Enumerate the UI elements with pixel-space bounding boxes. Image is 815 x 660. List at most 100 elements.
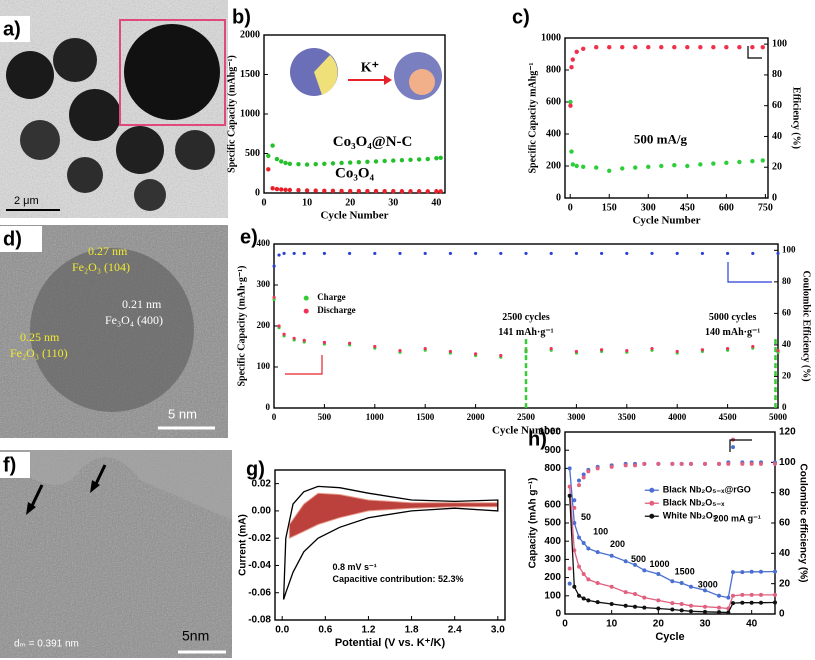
x-tick-label: 2000	[467, 412, 486, 422]
data-point	[642, 461, 647, 466]
data-point	[373, 251, 377, 256]
data-point	[689, 461, 693, 466]
data-point	[574, 49, 579, 55]
data-point	[594, 45, 599, 50]
data-point	[524, 251, 528, 256]
data-point	[292, 336, 296, 340]
data-point	[650, 346, 654, 351]
data-point	[398, 251, 402, 256]
data-point	[760, 158, 765, 163]
y-tick-label: 300	[544, 554, 561, 565]
annotation: 5000 cycles	[709, 312, 757, 323]
data-point	[646, 164, 651, 169]
y-tick-label: 400	[544, 536, 561, 547]
data-point	[581, 475, 586, 480]
data-point	[731, 601, 735, 606]
data-point	[670, 461, 675, 466]
data-point	[670, 607, 675, 612]
y-tick-label: 1000	[539, 427, 562, 438]
data-point	[434, 189, 439, 194]
chart-panel: c)0 150 300 450 600 7500200400600800100002040…	[512, 6, 802, 226]
data-point	[609, 464, 614, 469]
annotation: Co₃O₄@N-C	[333, 134, 413, 150]
data-point	[773, 592, 777, 597]
data-point	[567, 493, 572, 498]
data-point	[322, 161, 327, 166]
data-point	[685, 163, 690, 169]
data-point	[570, 57, 576, 62]
data-point	[740, 570, 745, 575]
data-point	[581, 164, 586, 169]
y2-tick-label: 80	[782, 276, 792, 286]
data-point	[549, 346, 553, 351]
y-tick-label: 200	[544, 572, 561, 583]
axis-arrow	[747, 46, 762, 59]
y-tick-label: 100	[544, 590, 561, 601]
data-point	[750, 45, 755, 50]
data-point	[572, 505, 577, 510]
inset-core	[314, 55, 338, 95]
x-tick-label: 0.0	[275, 625, 289, 636]
annotation: 500	[631, 554, 646, 564]
y-tick-label: 0	[255, 187, 260, 198]
phase-label: Fe₂O₃ (110)	[10, 346, 68, 360]
data-point	[623, 559, 628, 564]
data-point	[434, 156, 439, 161]
x-axis-label: Cycle Number	[632, 215, 700, 227]
scale-bar-label: 5 nm	[168, 406, 197, 421]
data-point	[574, 251, 579, 256]
data-point	[759, 592, 763, 597]
data-point	[672, 163, 677, 168]
data-point	[270, 143, 275, 148]
y-tick-label: 800	[546, 64, 561, 75]
y-tick-label: 400	[546, 128, 561, 139]
data-point	[650, 251, 654, 256]
data-point	[296, 188, 301, 193]
y2-tick-label: 40	[772, 131, 782, 142]
annotation: 100	[593, 526, 608, 536]
x-tick-label: 2.4	[448, 625, 462, 636]
data-point	[572, 521, 577, 525]
legend-swatch	[649, 513, 655, 519]
data-point	[594, 165, 599, 170]
y-tick-label: 200	[546, 160, 561, 171]
y-tick-label: 500	[245, 148, 260, 159]
y2-tick-label: 60	[779, 518, 791, 529]
data-point	[322, 188, 327, 193]
y-tick-label: 2000	[240, 29, 260, 40]
data-point	[642, 605, 647, 610]
data-point	[623, 603, 628, 608]
data-point	[272, 264, 276, 268]
data-point	[749, 461, 754, 466]
data-point	[773, 461, 777, 466]
data-point	[679, 608, 684, 613]
data-point	[656, 598, 661, 603]
data-point	[672, 45, 677, 50]
x-tick-label: 150	[602, 202, 617, 213]
data-point	[656, 606, 661, 611]
scale-bar-label: 5nm	[182, 628, 209, 644]
legend-swatch	[649, 500, 655, 506]
annotation: 141 mAh·g⁻¹	[498, 327, 553, 338]
chart-panel: h)0 10 20 30 4001002003004005006008009001000…	[528, 427, 809, 643]
data-point	[425, 189, 430, 194]
data-point	[623, 590, 628, 595]
data-point	[717, 461, 721, 466]
data-point	[577, 593, 581, 598]
data-point	[749, 592, 754, 597]
data-point	[737, 159, 742, 165]
x-axis-label: Cycle Number	[492, 425, 560, 437]
data-point	[425, 156, 430, 162]
data-point	[568, 99, 573, 105]
d-spacing: dₘ = 0.391 nm	[14, 639, 79, 650]
data-point	[646, 45, 651, 50]
data-point	[399, 189, 405, 194]
chart-panel: g) 0.0 0.6 1.2 1.8 2.4 3.0 0.02 0.00 -0.02 -0.04 -0…	[238, 458, 506, 649]
inset-core	[409, 69, 435, 95]
data-point	[751, 251, 755, 256]
x-tick-label: 40	[746, 619, 758, 630]
data-point	[398, 349, 402, 353]
x-tick-label: 3000	[567, 412, 586, 422]
data-point	[633, 604, 637, 609]
